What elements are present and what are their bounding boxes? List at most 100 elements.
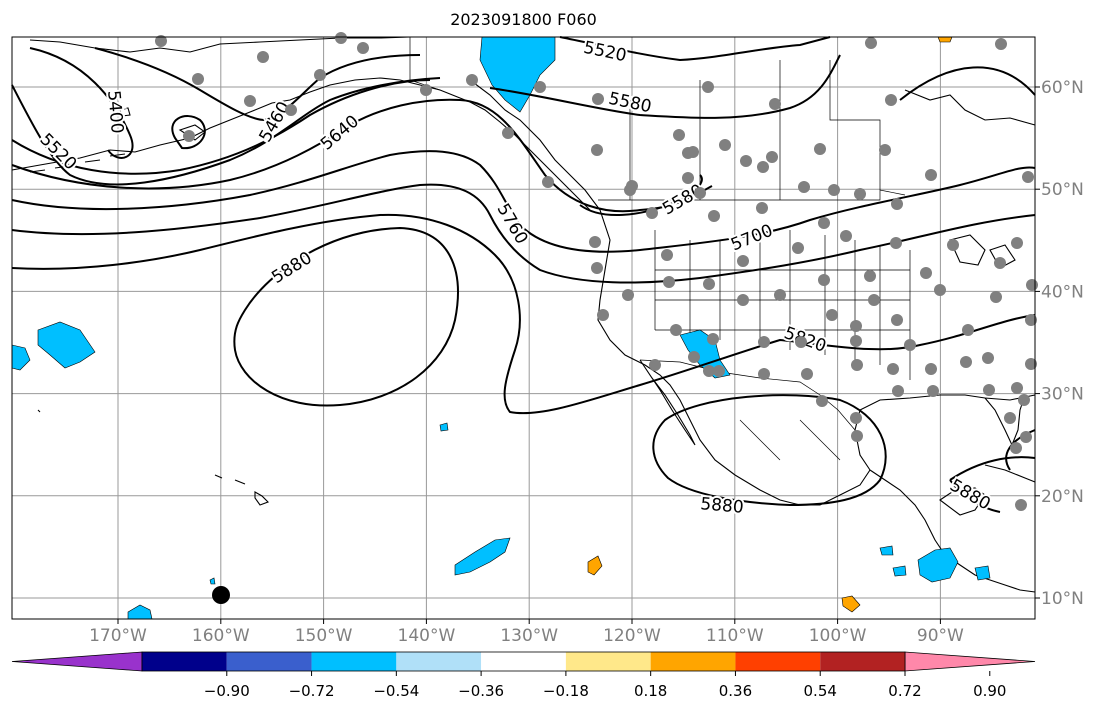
station-dot: [850, 412, 862, 424]
colorbar-tick-label: −0.18: [543, 682, 589, 700]
station-dot: [592, 93, 604, 105]
station-dot: [925, 363, 937, 375]
station-dot: [646, 207, 658, 219]
station-dot: [982, 352, 994, 364]
station-dot: [703, 278, 715, 290]
station-dot: [960, 356, 972, 368]
station-dot: [192, 73, 204, 85]
colorbar-tick-label: −0.90: [204, 682, 250, 700]
station-dot: [947, 239, 959, 251]
us-mexico-border: [639, 359, 856, 431]
station-dot: [670, 324, 682, 336]
contour-5640: [11, 98, 713, 213]
station-dot: [534, 81, 546, 93]
contour-5820: [11, 213, 1036, 415]
colorbar-bin: [396, 652, 482, 671]
station-dot: [756, 202, 768, 214]
lat-tick-label: 50°N: [1041, 180, 1084, 200]
mexico-states: [739, 419, 841, 461]
station-dot: [798, 181, 810, 193]
station-dot: [990, 291, 1002, 303]
contour-5520-north: [559, 36, 831, 62]
colorbar-tick-label: 0.18: [634, 682, 667, 700]
station-dot: [1020, 431, 1032, 443]
colorbar-bin: [735, 652, 821, 671]
station-dot: [801, 368, 813, 380]
lon-tick-label: 130°W: [500, 626, 558, 646]
colorbar-tick-label: −0.54: [373, 682, 419, 700]
station-dot: [335, 32, 347, 44]
colorbar-under-extension: [11, 651, 143, 672]
contour-5580-north: [489, 54, 1036, 119]
station-dot: [850, 335, 862, 347]
cuba: [984, 464, 1036, 483]
canada-provinces: [629, 60, 881, 200]
anomaly-pacific-west: [37, 321, 96, 369]
contour-5400: [29, 47, 134, 159]
lon-tick-label: 160°W: [192, 626, 250, 646]
colorbar-tick-label: 0.54: [804, 682, 837, 700]
station-dot: [851, 430, 863, 442]
station-dot: [826, 309, 838, 321]
station-dot: [887, 363, 899, 375]
station-dot: [737, 255, 749, 267]
station-dot: [890, 237, 902, 249]
lat-tick-label: 40°N: [1041, 282, 1084, 302]
station-dot: [840, 230, 852, 242]
lon-tick-label: 170°W: [89, 626, 147, 646]
station-dot: [687, 146, 699, 158]
lat-tick-label: 30°N: [1041, 385, 1084, 405]
station-dot: [314, 69, 326, 81]
colorbar: −0.90 −0.72 −0.54 −0.36 −0.18 0.18 0.36 0.54 0.7…: [11, 651, 1036, 700]
yucatan: [939, 487, 986, 516]
station-dot: [1011, 382, 1023, 394]
station-dot: [927, 385, 939, 397]
station-dot: [795, 336, 807, 348]
positive-anomaly-areas: [587, 36, 953, 613]
anomaly-central-america: [917, 547, 959, 583]
lat-tick-label: 60°N: [1041, 78, 1084, 98]
hudson-bay: [904, 89, 1036, 126]
colorbar-bin: [226, 652, 312, 671]
station-dot: [818, 274, 830, 286]
anomaly-baja-south: [587, 555, 603, 576]
colorbar-over-extension: [904, 651, 1036, 672]
location-marker: [212, 586, 230, 604]
station-dot: [1025, 358, 1037, 370]
colorbar-tick-label: 0.72: [888, 682, 921, 700]
station-dot: [155, 35, 167, 47]
station-dot: [1026, 279, 1038, 291]
lon-tick-label: 140°W: [398, 626, 456, 646]
longitude-tick-labels: 170°W 160°W 150°W 140°W 130°W 120°W 110°W 100°W…: [89, 619, 964, 646]
station-dot: [1018, 394, 1030, 406]
station-dot: [769, 98, 781, 110]
station-dot: [865, 37, 877, 49]
station-dot: [682, 172, 694, 184]
station-dot: [1022, 171, 1034, 183]
station-dot: [758, 368, 770, 380]
station-dot: [1015, 499, 1027, 511]
lon-tick-label: 90°W: [917, 626, 964, 646]
lat-tick-label: 10°N: [1041, 589, 1084, 609]
station-dot: [703, 365, 715, 377]
station-dot: [673, 129, 685, 141]
station-dot: [994, 257, 1006, 269]
station-dot: [864, 270, 876, 282]
latitude-tick-labels: 60°N 50°N 40°N 30°N 20°N 10°N: [1035, 78, 1084, 609]
station-dot: [904, 339, 916, 351]
station-dot: [891, 198, 903, 210]
pacific-islet: [37, 409, 41, 413]
station-dot: [357, 42, 369, 54]
station-dot: [892, 385, 904, 397]
station-dot: [694, 187, 706, 199]
station-dot: [702, 81, 714, 93]
station-dot: [1010, 442, 1022, 454]
station-dot: [257, 51, 269, 63]
anomaly-small-1: [879, 545, 894, 556]
station-dot: [1011, 237, 1023, 249]
contour-5580-west: [11, 79, 431, 175]
station-dot: [850, 320, 862, 332]
station-dot: [925, 169, 937, 181]
station-dot: [828, 184, 840, 196]
